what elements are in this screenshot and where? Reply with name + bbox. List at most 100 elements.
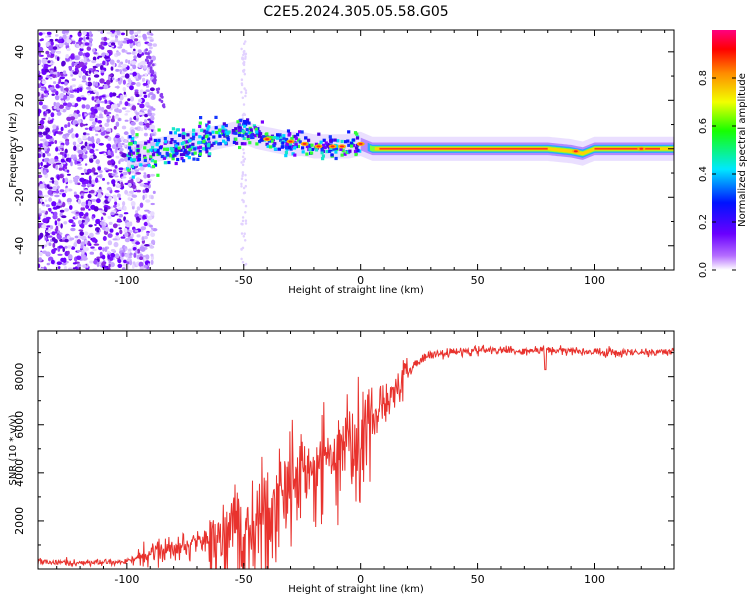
snr-xtick-label: 0: [357, 573, 364, 586]
spectrogram-speckle: [117, 46, 123, 49]
spectrogram-speckle: [105, 52, 110, 56]
spectrogram-speckle: [97, 120, 102, 124]
spectrogram-ridge-cell: [320, 151, 324, 155]
spectrogram-speckle: [62, 165, 66, 171]
spectrogram-ridge-cell: [250, 134, 254, 138]
spectrogram-speckle: [241, 163, 245, 167]
spectrogram-speckle: [121, 153, 127, 158]
spectrogram-speckle: [60, 223, 63, 229]
spectrogram-speckle: [88, 38, 93, 42]
spectrogram-speckle: [48, 197, 52, 202]
spectrogram-speckle: [87, 193, 92, 199]
spectrogram-speckle: [89, 117, 94, 122]
spectrogram-speckle: [84, 141, 88, 147]
spectrogram-speckle: [132, 264, 135, 269]
spectrogram-ridge-cell: [183, 150, 187, 154]
spectrogram-speckle: [145, 122, 150, 128]
spectrogram-speckle: [147, 68, 151, 73]
spectrogram-speckle: [51, 73, 57, 79]
spectrogram-ridge-cell: [162, 147, 167, 151]
spectrogram-speckle: [244, 40, 247, 43]
spectrogram-speckle: [51, 237, 56, 242]
spectrogram-speckle: [75, 211, 80, 214]
spectrogram-speckle: [64, 238, 69, 243]
spectrogram-speckle: [120, 181, 124, 188]
spectrogram-hotspot-core: [265, 138, 270, 141]
spectrogram-speckle: [63, 221, 68, 225]
spectrogram-speckle: [59, 76, 65, 80]
spectrogram-speckle: [101, 219, 106, 222]
spectrogram-speckle: [114, 115, 119, 119]
spectrogram-speckle: [140, 65, 144, 68]
spectrogram-speckle: [100, 41, 105, 45]
spectrogram-speckle: [44, 148, 47, 152]
spectrogram-speckle: [38, 153, 42, 158]
spectrogram-speckle: [130, 81, 136, 86]
spectrogram-speckle: [95, 133, 99, 136]
spectrogram-speckle: [38, 216, 41, 220]
spectrogram-speckle: [77, 182, 81, 186]
spectrogram-ridge-cell: [137, 153, 142, 157]
spectrogram-ridge-cell: [144, 141, 148, 145]
spectrogram-speckle: [111, 144, 117, 150]
spectrogram-speckle: [38, 251, 43, 257]
spectrogram-speckle: [133, 55, 137, 60]
spectrogram-speckle: [106, 155, 112, 159]
spectrogram-speckle: [81, 184, 87, 188]
spectrogram-ridge-cell: [224, 141, 228, 145]
spectrogram-speckle: [107, 169, 113, 172]
spectrogram-ridge-cell: [214, 140, 218, 144]
spectrogram-ridge-cell: [287, 133, 291, 137]
spectrogram-ridge-cell: [222, 122, 226, 126]
spectrogram-ridge-cell: [188, 138, 192, 142]
spectrogram-hotspot-core: [639, 147, 644, 150]
spectrogram-speckle: [66, 187, 69, 192]
spectrogram-speckle: [139, 256, 144, 261]
spectrogram-ridge-cell: [198, 152, 202, 156]
spectrogram-speckle: [131, 105, 137, 111]
spectrogram-speckle: [240, 90, 243, 94]
spectrogram-speckle: [114, 190, 120, 193]
spectrogram-speckle: [52, 185, 57, 191]
spectrogram-speckle: [102, 177, 105, 181]
spectrogram-ridge-cell: [236, 120, 240, 124]
spectrogram-speckle: [58, 200, 62, 204]
spectrogram-speckle: [96, 256, 101, 259]
spectrogram-ridge-cell: [204, 144, 208, 148]
spectrogram-speckle: [110, 249, 116, 252]
spectrogram-ridge-cell: [241, 129, 245, 133]
spectrogram-speckle: [120, 236, 126, 239]
spectrogram-speckle: [81, 75, 87, 81]
spectrogram-ridge-cell: [325, 150, 329, 154]
spectrogram-speckle: [91, 167, 96, 173]
spectrogram-speckle: [62, 246, 65, 253]
spectrogram-ridge-cell: [232, 140, 236, 144]
spectrogram-speckle: [39, 119, 45, 125]
spectrogram-speckle: [92, 128, 96, 131]
spectrogram-ridge-cell: [273, 147, 277, 151]
spectrogram-speckle: [242, 62, 245, 66]
spectrogram-ridge-cell: [317, 132, 321, 136]
spectrogram-speckle: [83, 36, 86, 42]
spectrogram-speckle: [41, 117, 46, 121]
spectrogram-ridge-cell: [149, 157, 153, 161]
spectrogram-speckle: [56, 261, 62, 266]
spectrogram-speckle: [78, 61, 85, 67]
spectrogram-ridge-cell: [332, 147, 336, 151]
spectrogram-ridge-cell: [173, 153, 177, 157]
spectrogram-speckle: [90, 114, 94, 119]
spectrogram-ridge-cell: [268, 145, 273, 149]
spectrogram-speckle: [75, 194, 80, 199]
spectrogram-speckle: [153, 81, 156, 85]
spectrogram-ridge-cell: [255, 142, 259, 146]
spectrogram-speckle: [124, 237, 130, 243]
snr-ytick-label: 4000: [13, 459, 26, 487]
spectrogram-speckle: [109, 228, 114, 233]
spectrogram-speckle: [55, 190, 60, 194]
spectrogram-speckle: [53, 101, 57, 107]
spectrogram-ridge-cell: [232, 131, 236, 135]
spectrogram-speckle: [244, 239, 247, 242]
spectrogram-speckle: [106, 115, 112, 119]
spectrogram-speckle: [112, 194, 117, 199]
spectrogram-ridge-cell: [333, 138, 337, 142]
